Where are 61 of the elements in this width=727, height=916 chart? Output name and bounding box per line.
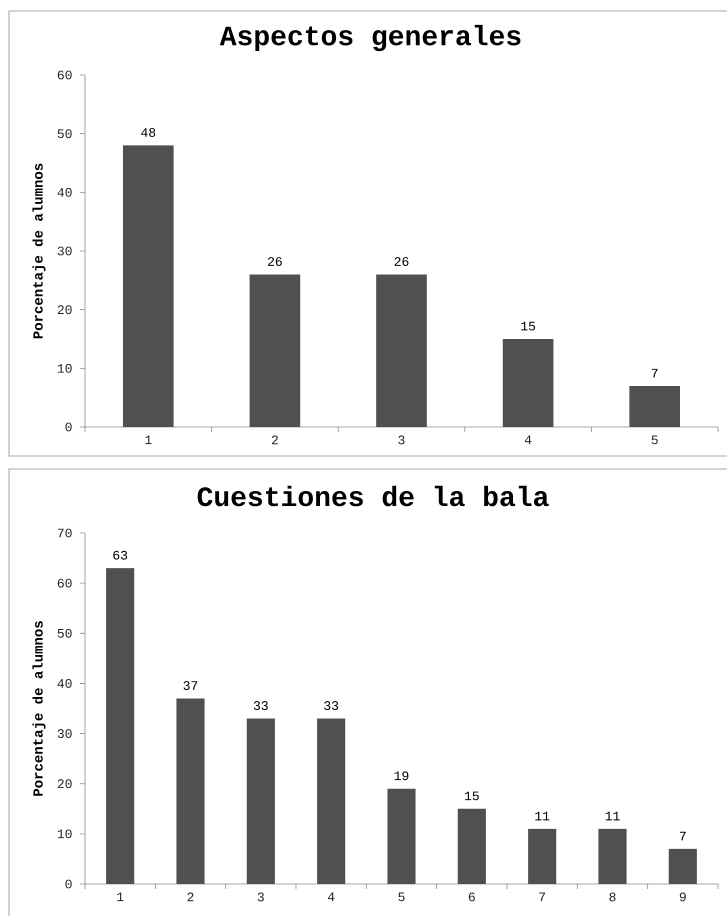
x-tick-label: 3 xyxy=(398,436,405,444)
y-tick-label: 20 xyxy=(58,779,72,788)
y-tick-label: 40 xyxy=(58,679,72,688)
bar xyxy=(122,145,174,428)
bar xyxy=(528,828,556,884)
y-tick-label: 70 xyxy=(58,528,72,538)
x-tick-label: 2 xyxy=(188,892,194,902)
bar xyxy=(668,848,697,884)
data-label: 33 xyxy=(254,701,268,710)
y-tick-label: 60 xyxy=(58,70,72,80)
x-tick-label: 8 xyxy=(609,892,616,902)
data-label: 48 xyxy=(141,128,156,137)
x-tick-label: 1 xyxy=(145,436,152,444)
data-label: 63 xyxy=(113,550,128,560)
x-tick-label: 6 xyxy=(468,892,475,902)
y-tick-label: 0 xyxy=(65,880,72,888)
bar xyxy=(106,568,134,884)
y-tick-label: 10 xyxy=(58,364,72,373)
data-label: 33 xyxy=(324,701,338,710)
y-tick-label: 40 xyxy=(58,188,72,197)
x-tick-label: 3 xyxy=(258,892,264,902)
bar xyxy=(176,698,205,884)
x-tick-label: 9 xyxy=(680,892,686,902)
y-tick-label: 20 xyxy=(58,305,72,314)
bar xyxy=(246,718,275,884)
y-tick-label: 30 xyxy=(58,246,72,256)
data-label: 7 xyxy=(680,832,686,840)
data-label: 37 xyxy=(184,681,198,690)
x-tick-label: 5 xyxy=(652,436,658,444)
chart-title: Cuestiones de la bala xyxy=(198,486,549,506)
y-tick-label: 30 xyxy=(58,729,72,738)
data-label: 7 xyxy=(652,368,658,378)
y-tick-label: 60 xyxy=(58,578,72,588)
data-label: 15 xyxy=(521,322,536,330)
x-tick-label: 4 xyxy=(524,436,532,444)
data-label: 26 xyxy=(268,257,282,266)
data-label: 26 xyxy=(394,257,408,266)
bar xyxy=(598,828,627,884)
bar xyxy=(387,788,416,884)
data-label: 15 xyxy=(464,792,479,800)
x-tick-label: 5 xyxy=(398,892,405,902)
x-tick-label: 4 xyxy=(328,892,334,902)
y-tick-label: 50 xyxy=(58,129,72,138)
bar xyxy=(317,718,346,884)
bar xyxy=(250,274,300,428)
y-tick-label: 10 xyxy=(58,829,72,838)
bar xyxy=(629,386,680,428)
y-axis-title: Porcentaje de alumnos xyxy=(32,621,46,796)
bar xyxy=(458,808,486,884)
chart-title: Aspectos generales xyxy=(220,24,520,52)
y-axis-title: Porcentaje de alumnos xyxy=(32,164,46,338)
bar xyxy=(376,274,427,428)
y-tick-label: 50 xyxy=(58,628,72,638)
y-tick-label: 0 xyxy=(65,422,72,432)
data-label: 11 xyxy=(606,812,620,820)
bar xyxy=(502,339,554,428)
x-tick-label: 2 xyxy=(272,436,278,444)
data-label: 11 xyxy=(535,812,550,820)
x-tick-label: 7 xyxy=(539,892,546,902)
data-label: 19 xyxy=(394,771,408,780)
x-tick-label: 1 xyxy=(117,892,124,902)
